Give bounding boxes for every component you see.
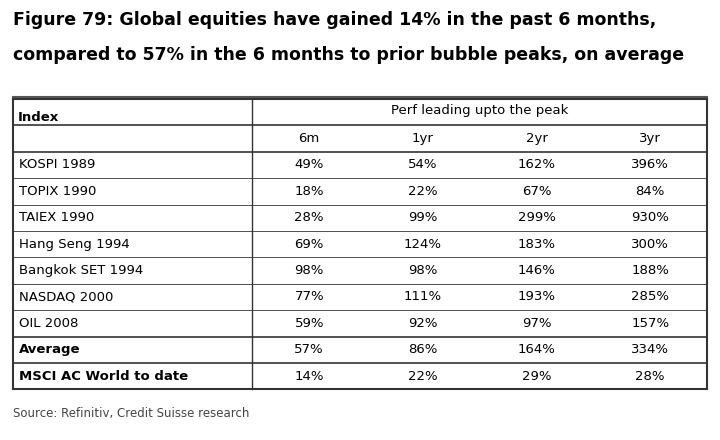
Text: 14%: 14%: [294, 370, 324, 383]
Text: 124%: 124%: [404, 238, 442, 251]
Text: Figure 79: Global equities have gained 14% in the past 6 months,: Figure 79: Global equities have gained 1…: [13, 11, 656, 29]
Text: 29%: 29%: [522, 370, 552, 383]
Text: compared to 57% in the 6 months to prior bubble peaks, on average: compared to 57% in the 6 months to prior…: [13, 46, 684, 64]
Text: 6m: 6m: [299, 132, 320, 145]
Text: 18%: 18%: [294, 185, 324, 198]
Text: 57%: 57%: [294, 343, 324, 356]
Text: 59%: 59%: [294, 317, 324, 330]
Text: TAIEX 1990: TAIEX 1990: [19, 211, 94, 224]
Text: 300%: 300%: [631, 238, 669, 251]
Text: 183%: 183%: [518, 238, 556, 251]
Text: 22%: 22%: [408, 370, 438, 383]
Text: 69%: 69%: [294, 238, 324, 251]
Text: KOSPI 1989: KOSPI 1989: [19, 158, 95, 172]
Text: OIL 2008: OIL 2008: [19, 317, 78, 330]
Text: 285%: 285%: [631, 290, 669, 304]
Text: 188%: 188%: [631, 264, 669, 277]
Text: 111%: 111%: [404, 290, 442, 304]
Text: 157%: 157%: [631, 317, 670, 330]
Text: 99%: 99%: [408, 211, 438, 224]
Text: 86%: 86%: [408, 343, 438, 356]
Text: 77%: 77%: [294, 290, 324, 304]
Text: Source: Refinitiv, Credit Suisse research: Source: Refinitiv, Credit Suisse researc…: [13, 407, 249, 420]
Text: 164%: 164%: [518, 343, 556, 356]
Text: 54%: 54%: [408, 158, 438, 172]
Text: 193%: 193%: [518, 290, 556, 304]
Text: Hang Seng 1994: Hang Seng 1994: [19, 238, 130, 251]
Text: 28%: 28%: [294, 211, 324, 224]
Text: 1yr: 1yr: [412, 132, 434, 145]
Text: 67%: 67%: [522, 185, 552, 198]
Text: MSCI AC World to date: MSCI AC World to date: [19, 370, 188, 383]
Text: 162%: 162%: [518, 158, 556, 172]
Text: 3yr: 3yr: [639, 132, 661, 145]
Text: Index: Index: [17, 111, 58, 124]
Text: 84%: 84%: [636, 185, 665, 198]
Text: 28%: 28%: [636, 370, 665, 383]
Text: 49%: 49%: [294, 158, 324, 172]
Text: TOPIX 1990: TOPIX 1990: [19, 185, 96, 198]
Text: 98%: 98%: [408, 264, 438, 277]
Text: Perf leading upto the peak: Perf leading upto the peak: [391, 104, 568, 117]
Text: 97%: 97%: [522, 317, 552, 330]
Text: 930%: 930%: [631, 211, 669, 224]
Text: 22%: 22%: [408, 185, 438, 198]
Text: 2yr: 2yr: [526, 132, 547, 145]
Text: Average: Average: [19, 343, 80, 356]
Text: 92%: 92%: [408, 317, 438, 330]
Text: 98%: 98%: [294, 264, 324, 277]
Text: 396%: 396%: [631, 158, 669, 172]
Text: 334%: 334%: [631, 343, 669, 356]
Text: Bangkok SET 1994: Bangkok SET 1994: [19, 264, 143, 277]
Text: 299%: 299%: [518, 211, 556, 224]
Text: NASDAQ 2000: NASDAQ 2000: [19, 290, 113, 304]
Text: 146%: 146%: [518, 264, 556, 277]
